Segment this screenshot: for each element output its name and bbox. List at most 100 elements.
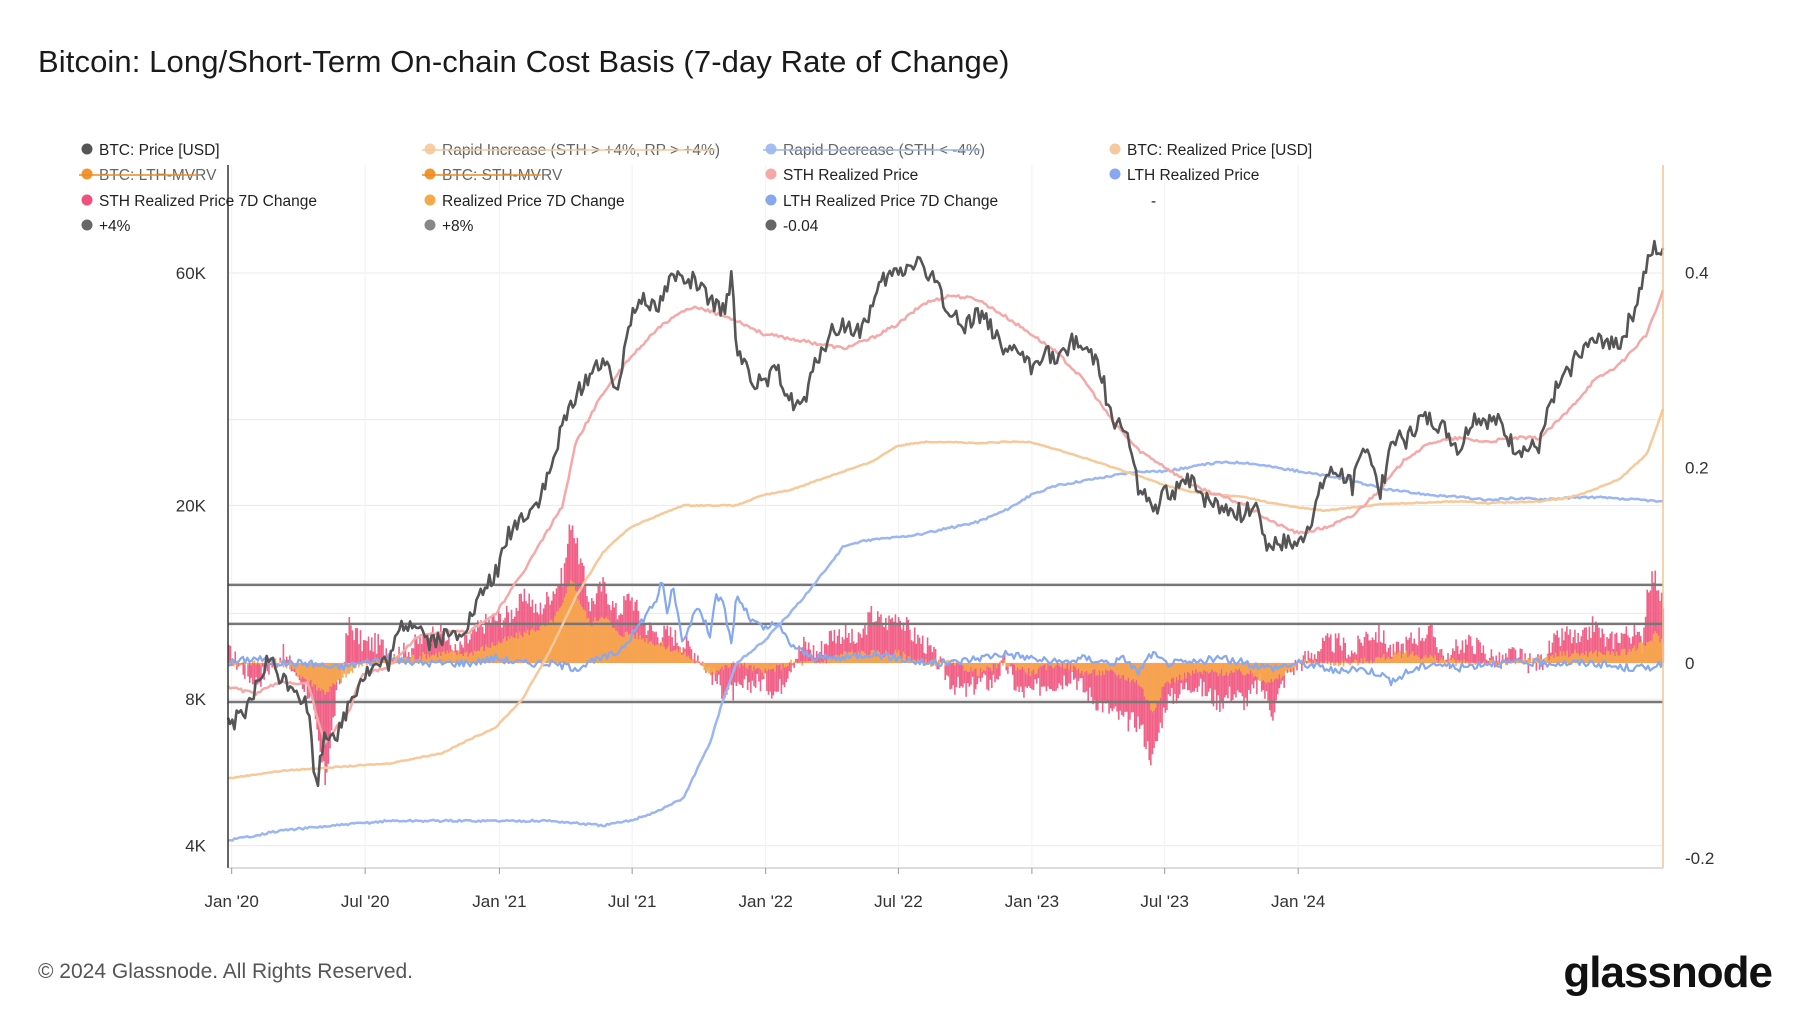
bar-sth-realized-price-7d-change bbox=[970, 662, 972, 685]
bar-sth-realized-price-7d-change bbox=[960, 662, 963, 687]
bar-realized-price-7d-change bbox=[1244, 662, 1247, 676]
bar-sth-realized-price-7d-change bbox=[901, 629, 903, 663]
bar-sth-realized-price-7d-change bbox=[1056, 662, 1059, 689]
bar-realized-price-7d-change bbox=[962, 662, 964, 666]
bar-sth-realized-price-7d-change bbox=[480, 620, 482, 663]
bar-realized-price-7d-change bbox=[449, 651, 452, 663]
bar-realized-price-7d-change bbox=[1569, 656, 1571, 663]
bar-sth-realized-price-7d-change bbox=[1365, 631, 1367, 663]
bar-realized-price-7d-change bbox=[1103, 662, 1106, 675]
bar-realized-price-7d-change bbox=[698, 662, 701, 664]
bar-realized-price-7d-change bbox=[501, 642, 503, 663]
bar-sth-realized-price-7d-change bbox=[258, 662, 261, 683]
bar-realized-price-7d-change bbox=[525, 632, 527, 663]
bar-sth-realized-price-7d-change bbox=[840, 644, 842, 663]
series-line-btc-price-usd bbox=[226, 239, 1665, 788]
bar-realized-price-7d-change bbox=[1021, 662, 1024, 667]
bar-realized-price-7d-change bbox=[788, 662, 791, 663]
bar-realized-price-7d-change bbox=[521, 637, 524, 663]
bar-sth-realized-price-7d-change bbox=[1222, 662, 1224, 709]
bar-sth-realized-price-7d-change bbox=[448, 634, 450, 663]
bar-sth-realized-price-7d-change bbox=[1424, 638, 1427, 663]
bar-realized-price-7d-change bbox=[1029, 662, 1032, 677]
bar-realized-price-7d-change bbox=[1550, 656, 1552, 663]
bar-sth-realized-price-7d-change bbox=[1249, 662, 1252, 694]
bar-sth-realized-price-7d-change bbox=[1019, 662, 1022, 687]
bar-sth-realized-price-7d-change bbox=[290, 662, 293, 672]
bar-realized-price-7d-change bbox=[946, 660, 948, 663]
bar-sth-realized-price-7d-change bbox=[362, 640, 365, 663]
bar-realized-price-7d-change bbox=[775, 662, 778, 665]
bar-sth-realized-price-7d-change bbox=[629, 600, 632, 663]
bar-realized-price-7d-change bbox=[1000, 662, 1003, 663]
bar-realized-price-7d-change bbox=[496, 644, 498, 663]
bar-realized-price-7d-change bbox=[999, 661, 1001, 663]
bar-sth-realized-price-7d-change bbox=[496, 621, 498, 663]
bar-sth-realized-price-7d-change bbox=[1076, 662, 1078, 690]
bar-realized-price-7d-change bbox=[851, 650, 853, 663]
bar-sth-realized-price-7d-change bbox=[261, 662, 264, 667]
bar-sth-realized-price-7d-change bbox=[1423, 641, 1425, 663]
legend-item-4: +4% bbox=[81, 218, 131, 235]
bar-realized-price-7d-change bbox=[1657, 635, 1660, 663]
bar-realized-price-7d-change bbox=[642, 638, 645, 663]
bar-sth-realized-price-7d-change bbox=[1315, 658, 1318, 663]
bar-sth-realized-price-7d-change bbox=[1092, 662, 1094, 705]
bar-realized-price-7d-change bbox=[526, 629, 529, 663]
bar-realized-price-7d-change bbox=[1024, 662, 1027, 673]
bar-sth-realized-price-7d-change bbox=[1527, 662, 1530, 674]
bar-sth-realized-price-7d-change bbox=[1529, 653, 1531, 663]
bar-realized-price-7d-change bbox=[1162, 662, 1165, 687]
bar-realized-price-7d-change bbox=[1090, 662, 1093, 674]
bar-realized-price-7d-change bbox=[1469, 662, 1472, 664]
legend-item-lth-realized-price: LTH Realized Price bbox=[1109, 167, 1259, 184]
bar-realized-price-7d-change bbox=[724, 662, 726, 665]
bar-realized-price-7d-change bbox=[321, 662, 323, 689]
bar-realized-price-7d-change bbox=[473, 650, 476, 663]
bar-sth-realized-price-7d-change bbox=[489, 624, 492, 663]
bar-sth-realized-price-7d-change bbox=[378, 645, 381, 663]
bar-realized-price-7d-change bbox=[245, 662, 248, 664]
bar-sth-realized-price-7d-change bbox=[690, 649, 693, 663]
bar-realized-price-7d-change bbox=[1193, 662, 1196, 674]
bar-realized-price-7d-change bbox=[684, 651, 686, 663]
bar-realized-price-7d-change bbox=[1463, 659, 1465, 663]
legend-item-btc-realized-price-usd: BTC: Realized Price [USD] bbox=[1109, 142, 1312, 159]
bar-sth-realized-price-7d-change bbox=[505, 605, 508, 663]
bar-realized-price-7d-change bbox=[592, 621, 595, 663]
bar-realized-price-7d-change bbox=[1077, 662, 1080, 669]
bar-realized-price-7d-change bbox=[742, 662, 744, 666]
bar-sth-realized-price-7d-change bbox=[803, 636, 805, 663]
bar-realized-price-7d-change bbox=[1508, 662, 1510, 664]
bar-sth-realized-price-7d-change bbox=[917, 634, 919, 663]
bar-realized-price-7d-change bbox=[873, 650, 876, 663]
bar-realized-price-7d-change bbox=[1167, 662, 1170, 683]
bar-sth-realized-price-7d-change bbox=[955, 662, 958, 688]
bar-realized-price-7d-change bbox=[528, 634, 530, 663]
bar-sth-realized-price-7d-change bbox=[1648, 592, 1650, 663]
bar-realized-price-7d-change bbox=[1379, 658, 1382, 663]
bar-sth-realized-price-7d-change bbox=[346, 635, 349, 663]
bar-realized-price-7d-change bbox=[745, 662, 747, 668]
bar-sth-realized-price-7d-change bbox=[966, 662, 969, 684]
bar-realized-price-7d-change bbox=[1204, 662, 1207, 672]
bar-realized-price-7d-change bbox=[753, 662, 755, 666]
legend-label: BTC: Realized Price [USD] bbox=[1127, 142, 1312, 159]
bar-sth-realized-price-7d-change bbox=[1323, 641, 1326, 663]
bar-sth-realized-price-7d-change bbox=[1619, 643, 1621, 663]
bar-sth-realized-price-7d-change bbox=[742, 662, 744, 688]
bar-sth-realized-price-7d-change bbox=[1133, 662, 1136, 728]
bar-realized-price-7d-change bbox=[1628, 648, 1631, 663]
bar-realized-price-7d-change bbox=[828, 656, 831, 663]
bar-realized-price-7d-change bbox=[1418, 657, 1420, 663]
bar-realized-price-7d-change bbox=[1639, 642, 1642, 663]
bar-realized-price-7d-change bbox=[1087, 662, 1089, 675]
change-bars bbox=[228, 524, 1665, 785]
bar-realized-price-7d-change bbox=[1034, 662, 1036, 675]
bar-realized-price-7d-change bbox=[1180, 662, 1183, 681]
bar-sth-realized-price-7d-change bbox=[356, 628, 359, 663]
bar-realized-price-7d-change bbox=[1643, 645, 1645, 663]
bar-sth-realized-price-7d-change bbox=[1578, 641, 1581, 663]
bar-realized-price-7d-change bbox=[1016, 662, 1019, 668]
